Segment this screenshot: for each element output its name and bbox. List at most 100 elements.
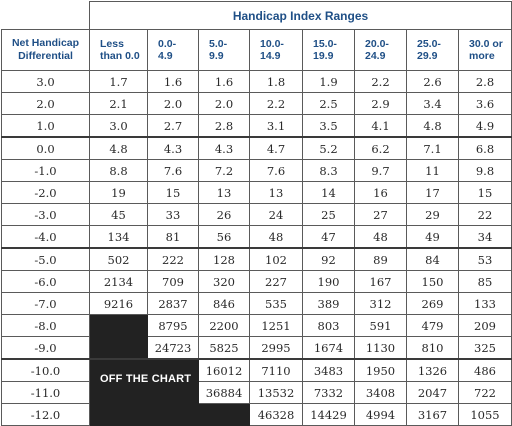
table-row: -8.0 8795 2200 1251 803 591 479 209: [1, 314, 512, 337]
table-cell: 85: [458, 270, 512, 293]
column-header: 30.0 or more: [458, 29, 512, 71]
row-label: -9.0: [1, 336, 90, 360]
table-cell: 15: [147, 181, 199, 204]
table-cell: 3408: [354, 381, 407, 404]
table-cell: 803: [302, 314, 355, 337]
table-cell: 479: [406, 314, 459, 337]
column-header-line: 0.0-: [158, 38, 177, 50]
table-cell: 53: [458, 247, 512, 271]
table-cell: 36884: [198, 381, 250, 404]
column-header-line: 4.9: [158, 50, 173, 62]
table-cell: 312: [354, 292, 407, 315]
table-cell: 222: [147, 247, 199, 271]
table-row: 2.0 2.1 2.0 2.0 2.2 2.5 2.9 3.4 3.6: [1, 92, 512, 115]
table-cell: 209: [458, 314, 512, 337]
table-cell: 2837: [147, 292, 199, 315]
table-cell: 17: [406, 181, 459, 204]
row-label: 2.0: [1, 92, 90, 115]
table-cell: 25: [302, 203, 355, 226]
table-cell: 47: [302, 225, 355, 249]
table-cell: 1.6: [198, 70, 250, 93]
table-cell: 2134: [89, 270, 148, 293]
row-label: -12.0: [1, 403, 90, 426]
table-cell: 4.3: [198, 136, 250, 160]
table-cell: 29: [406, 203, 459, 226]
table-cell: 8.8: [89, 159, 148, 182]
row-label: 3.0: [1, 70, 90, 93]
table-cell: 3.6: [458, 92, 512, 115]
table-cell: 4.1: [354, 114, 407, 138]
table-cell: 1950: [354, 358, 407, 382]
table-cell: 2.8: [458, 70, 512, 93]
table-cell: 15: [458, 181, 512, 204]
column-header-line: 29.9: [417, 50, 438, 62]
row-label: -6.0: [1, 270, 90, 293]
table-cell: 9.8: [458, 159, 512, 182]
table-row: -4.0 134 81 56 48 47 48 49 34: [1, 225, 512, 249]
table-cell: 13532: [249, 381, 303, 404]
net-handicap-label: Net Handicap Differential: [11, 37, 80, 62]
off-chart-cell: [147, 358, 199, 382]
table-cell: 6.8: [458, 136, 512, 160]
table-cell: 1326: [406, 358, 459, 382]
table-row: -9.0 24723 5825 2995 1674 1130 810 325: [1, 336, 512, 360]
column-header-line: than 0.0: [100, 50, 140, 62]
column-header-line: 5.0-: [209, 38, 228, 50]
table-cell: 13: [249, 181, 303, 204]
table-cell: 2.2: [354, 70, 407, 93]
row-label: -10.0: [1, 358, 90, 382]
column-header-line: 15.0-: [313, 38, 337, 50]
table-cell: 128: [198, 247, 250, 271]
column-header: 20.0- 24.9: [354, 29, 407, 71]
table-cell: 190: [302, 270, 355, 293]
table-row: 3.0 1.7 1.6 1.6 1.8 1.9 2.2 2.6 2.8: [1, 70, 512, 93]
table-cell: 227: [249, 270, 303, 293]
table-cell: 24: [249, 203, 303, 226]
off-the-chart-label: OFF THE CHART: [100, 373, 192, 385]
table-row: 0.0 4.8 4.3 4.3 4.7 5.2 6.2 7.1 6.8: [1, 136, 512, 160]
table-cell: 102: [249, 247, 303, 271]
table-cell: 1.6: [147, 70, 199, 93]
table-cell: 16: [354, 181, 407, 204]
table-cell: 133: [458, 292, 512, 315]
table-cell: 11: [406, 159, 459, 182]
column-header-line: 9.9: [209, 50, 224, 62]
table-cell: 89: [354, 247, 407, 271]
table-cell: 1.9: [302, 70, 355, 93]
table-cell: 24723: [147, 336, 199, 360]
table-row: -10.0 16012 7110 3483 1950 1326 486: [1, 358, 512, 382]
table-cell: 7332: [302, 381, 355, 404]
table-cell: 810: [406, 336, 459, 360]
column-header: 0.0- 4.9: [147, 29, 199, 71]
table-cell: 45: [89, 203, 148, 226]
table-cell: 8.3: [302, 159, 355, 182]
column-header-line: 19.9: [313, 50, 334, 62]
table-cell: 3.5: [302, 114, 355, 138]
column-header-line: 24.9: [365, 50, 386, 62]
table-cell: 2047: [406, 381, 459, 404]
off-chart-cell: [89, 314, 148, 337]
table-cell: 2200: [198, 314, 250, 337]
table-row: -2.0 19 15 13 13 14 16 17 15: [1, 181, 512, 204]
table-cell: 2.7: [147, 114, 199, 138]
table-cell: 3.1: [249, 114, 303, 138]
table-cell: 2.6: [406, 70, 459, 93]
off-chart-cell: [147, 403, 199, 426]
table-cell: 5825: [198, 336, 250, 360]
table-cell: 14: [302, 181, 355, 204]
table-cell: 150: [406, 270, 459, 293]
table-cell: 3167: [406, 403, 459, 426]
off-chart-cell: [198, 403, 250, 426]
column-header: 5.0- 9.9: [198, 29, 250, 71]
table-cell: 9216: [89, 292, 148, 315]
table-cell: 81: [147, 225, 199, 249]
table-cell: 9.7: [354, 159, 407, 182]
table-cell: 48: [354, 225, 407, 249]
table-cell: 4.3: [147, 136, 199, 160]
off-chart-cell: [89, 358, 148, 382]
table-cell: 2995: [249, 336, 303, 360]
table-cell: 1055: [458, 403, 512, 426]
table-cell: 846: [198, 292, 250, 315]
table-cell: 4.9: [458, 114, 512, 138]
table-row: -11.0 36884 13532 7332 3408 2047 722: [1, 381, 512, 404]
